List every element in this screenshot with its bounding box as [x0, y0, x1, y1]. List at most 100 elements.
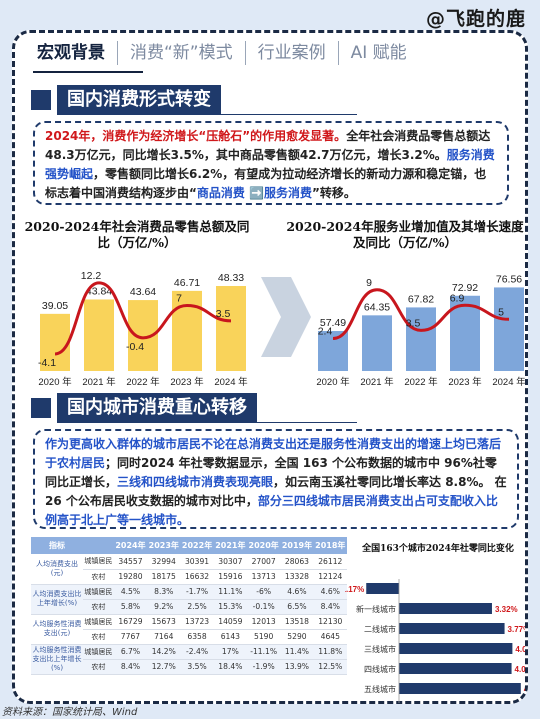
- table-cell: 34557: [113, 554, 148, 570]
- table-row: 人均服务性消费支出(元) 城镇居民 16729 15673 13723 14059 1201…: [31, 614, 347, 645]
- chart2-growth-label-1: 9: [366, 277, 372, 289]
- tab-new-consumption[interactable]: 消费“新”模式: [117, 41, 245, 65]
- chart2-bar-label-0: 57.49: [320, 317, 346, 329]
- chart2-title: 2020-2024年服务业增加值及其增长速度及同比（万亿/%）: [286, 219, 524, 250]
- table-cell: 7767: [113, 629, 148, 645]
- section2-header: 国内城市消费重心转移: [31, 393, 357, 423]
- section2-rule: [57, 422, 357, 423]
- hbar-5: [399, 683, 521, 694]
- city-hbar-chart: -1.17% 3.32% 新一线城市 3.77% 二线城市 4.05% 三线城市 4.02% 四…: [345, 579, 525, 703]
- table-cell: 5190: [247, 629, 281, 645]
- tab-macro-background[interactable]: 宏观背景: [37, 43, 105, 63]
- chart1-bar-0: [40, 313, 70, 371]
- chart1-x-tick-2: 2022 年: [126, 376, 160, 388]
- consumption-table-grid: 指标 2024年 2023年 2022年 2021年 2020年 2019年 2018年 人均消…: [31, 537, 347, 675]
- table-cell: 13713: [247, 569, 281, 585]
- table-cell: 城镇居民: [83, 584, 114, 600]
- section1-marker: [31, 90, 51, 110]
- table-header-cell: 2018年: [313, 537, 347, 554]
- chart1-bar-1: [84, 299, 114, 371]
- table-row: 农村 5.8% 9.2% 2.5% 15.3% -0.1% 6.5% 8.4%: [31, 599, 347, 615]
- tab-ai[interactable]: AI 赋能: [337, 41, 419, 65]
- chart1-growth-label-2: -0.4: [126, 341, 144, 353]
- chart1-bars-line: 39.05 2020 年 43.84 2021 年 43.64 2022 年 46.71 20…: [38, 270, 248, 388]
- table-cell: 11.1%: [213, 584, 247, 600]
- table-cell: 人均消费支出比上年增长(%): [31, 584, 83, 615]
- table-cell: 17%: [213, 644, 247, 660]
- chart1-growth-line: [54, 281, 232, 356]
- chart1-growth-label-0: -4.1: [38, 357, 56, 369]
- chart2-x-tick-2: 2022 年: [404, 376, 438, 388]
- hbar-value-label-0: -1.17%: [345, 585, 364, 594]
- hbar-1: [399, 603, 492, 614]
- chart1-bar-label-0: 39.05: [42, 300, 68, 312]
- chart2-x-tick-4: 2024 年: [492, 376, 526, 388]
- chart1-growth-label-3: 7: [176, 293, 182, 305]
- table-cell: 12.5%: [313, 659, 347, 675]
- table-cell: 12124: [313, 569, 347, 585]
- table-cell: 30307: [213, 554, 247, 570]
- table-header-cell: 2022年: [180, 537, 214, 554]
- table-cell: 4.6%: [280, 584, 314, 600]
- s2-text-a: ；同时2024 年社零数据显示，全国 163 个公布数据的城市中 96%社零同比…: [45, 456, 497, 489]
- s1-highlight-blue2: 商品消费 ➡️服务消费: [196, 186, 313, 200]
- table-row: 人均消费支出比上年增长(%) 城镇居民 4.5% 8.3% -1.7% 11.1% -6% 4…: [31, 584, 347, 615]
- table-cell: 13518: [280, 614, 314, 630]
- table-header-cell: 指标: [31, 537, 83, 554]
- chart1-x-tick-0: 2020 年: [38, 376, 72, 388]
- table-cell: 26112: [313, 554, 347, 570]
- chart2-x-tick-3: 2023 年: [448, 376, 482, 388]
- table-cell: 5290: [280, 629, 314, 645]
- s1-highlight-red: 2024年，消费作为经济增长“压舱石”的作用愈发显著。: [45, 129, 347, 143]
- table-cell: 6.5%: [280, 599, 314, 615]
- table-cell: 7164: [147, 629, 181, 645]
- s2-highlight-blue1: 作为更高收入群体的城市居民不论在总消费支出还是服务性消费支出的增速上均已落后于农…: [45, 437, 502, 470]
- section2-marker: [31, 398, 51, 418]
- chart1-bar-label-4: 48.33: [218, 272, 244, 284]
- table-cell: 14.2%: [147, 644, 181, 660]
- table-cell: 5.8%: [113, 599, 148, 615]
- tab-industry-cases[interactable]: 行业案例: [244, 41, 338, 65]
- table-cell: -11.1%: [247, 644, 281, 660]
- table-cell: 人均消费支出(元): [31, 554, 83, 585]
- hbar-value-label-3: 4.05%: [515, 645, 525, 654]
- table-header-cell: 2024年: [113, 537, 148, 554]
- table-cell: 18175: [147, 569, 181, 585]
- table-header-row: 指标 2024年 2023年 2022年 2021年 2020年 2019年 2018年: [31, 537, 347, 554]
- table-cell: 13723: [180, 614, 214, 630]
- hbar-value-label-5: 4.35%: [524, 685, 525, 694]
- table-cell: 农村: [83, 659, 114, 675]
- table-cell: 13328: [280, 569, 314, 585]
- chart1-bar-label-3: 46.71: [174, 277, 200, 289]
- tab-underline: [33, 71, 143, 73]
- table-cell: 8.4%: [313, 599, 347, 615]
- chart2-bar-label-2: 67.82: [408, 293, 434, 305]
- table-header-cell: 2021年: [213, 537, 247, 554]
- table-cell: 3.5%: [180, 659, 214, 675]
- hbar-3: [399, 643, 513, 654]
- hbar-4: [399, 663, 512, 674]
- chart2-x-tick-1: 2021 年: [360, 376, 394, 388]
- table-cell: 4.6%: [313, 584, 347, 600]
- chart2-bar-1: [362, 315, 392, 371]
- s1-text-b: ，零售额同比增长6.2%，有望成为拉动经济增长的新动力源和稳定锚，也标志着中国消…: [45, 167, 487, 200]
- table-row: 人均服务性消费支出比上年增长(%) 城镇居民 6.7% 14.2% -2.4% 17% -1…: [31, 644, 347, 675]
- chart1-title: 2020-2024年社会消费品零售总额及同比（万亿/%）: [24, 219, 250, 250]
- hbar-category-3: 三线城市: [364, 644, 396, 654]
- section1-paragraph: 2024年，消费作为经济增长“压舱石”的作用愈发显著。全年社会消费品零售总额达4…: [33, 121, 509, 205]
- table-cell: 农村: [83, 629, 114, 645]
- table-cell: 2.5%: [180, 599, 214, 615]
- table-cell: 8.3%: [147, 584, 181, 600]
- table-cell: 15.3%: [213, 599, 247, 615]
- table-cell: 城镇居民: [83, 554, 114, 570]
- table-cell: 12013: [247, 614, 281, 630]
- s2-highlight-blue3: 部分三四线城市居民消费支出占可支配收入比例高于北上广等一线城市。: [45, 494, 498, 527]
- table-cell: 8.4%: [113, 659, 148, 675]
- section2-paragraph: 作为更高收入群体的城市居民不论在总消费支出还是服务性消费支出的增速上均已落后于农…: [33, 429, 519, 529]
- table-cell: 人均服务性消费支出(元): [31, 614, 83, 645]
- table-row: 人均消费支出(元) 城镇居民 34557 32994 30391 30307 27007 28…: [31, 554, 347, 585]
- table-cell: 9.2%: [147, 599, 181, 615]
- arrow-connector: [261, 277, 311, 357]
- hbar-value-label-2: 3.77%: [508, 625, 525, 634]
- top-charts: 39.05 2020 年 43.84 2021 年 43.64 2022 年 46.71 20…: [38, 270, 526, 388]
